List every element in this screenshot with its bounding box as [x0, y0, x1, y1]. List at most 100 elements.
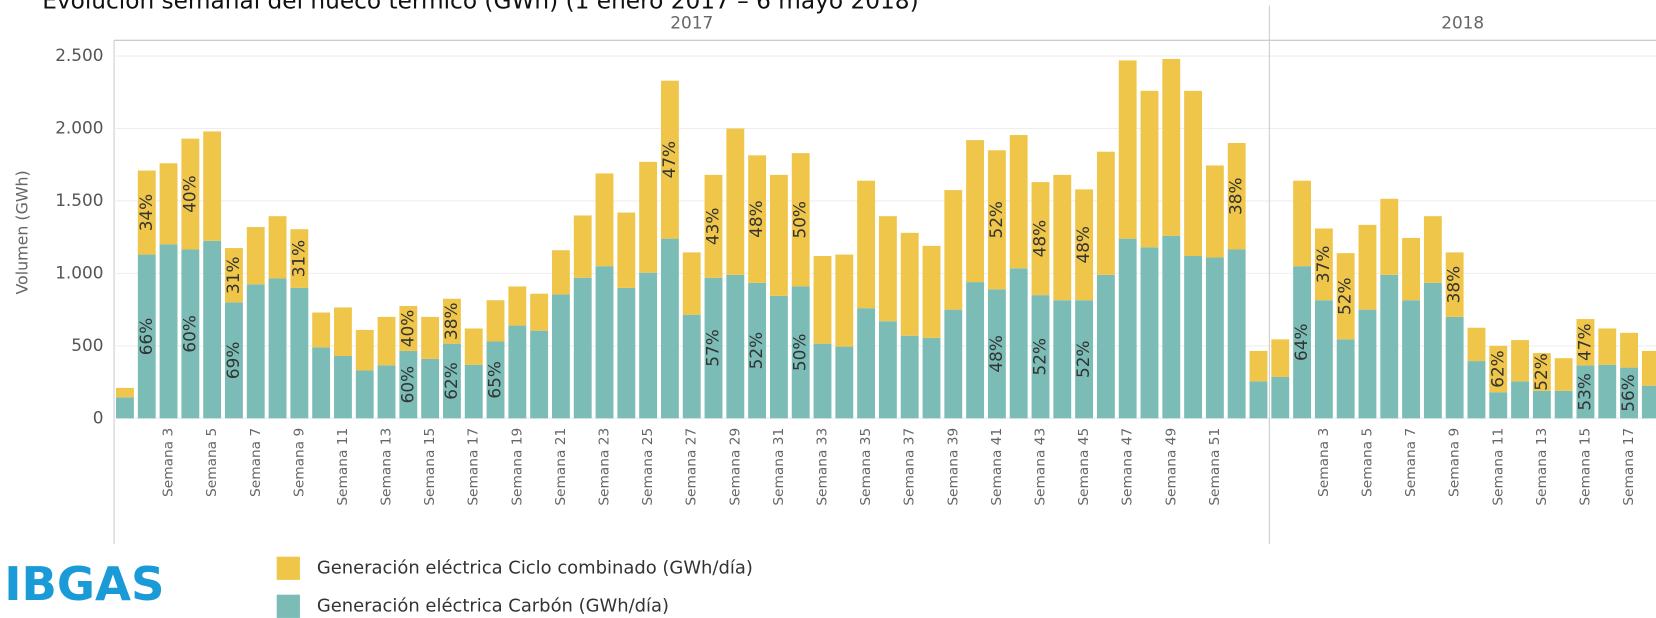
chart-title: Evolución semanal del hueco térmico (GWh…	[42, 0, 918, 15]
bar-segment	[835, 254, 854, 347]
bar-segment	[813, 343, 832, 419]
share-label: 37%	[1313, 246, 1333, 284]
bar-segment	[748, 155, 767, 283]
bar-segment	[966, 140, 985, 283]
x-tick-label: Semana 35	[858, 428, 874, 506]
bar-segment	[682, 252, 701, 315]
legend-swatch	[276, 594, 300, 618]
x-tick-label: Semana 17	[466, 428, 482, 506]
bar-segment	[878, 321, 897, 419]
bar-segment	[1532, 353, 1551, 391]
x-tick-label: Semana 9	[291, 428, 307, 497]
x-tick-label: Semana 29	[727, 428, 743, 506]
bar-segment	[1227, 142, 1246, 250]
y-tick-label: 1.500	[55, 190, 103, 210]
x-tick-label: Semana 43	[1032, 428, 1048, 506]
bar-segment	[595, 173, 614, 267]
bar-segment	[1314, 228, 1333, 301]
share-label: 43%	[703, 208, 723, 246]
bar-segment	[442, 343, 461, 419]
bar-segment	[1598, 328, 1617, 365]
y-tick-label: 2.000	[55, 118, 103, 138]
bar-segment	[116, 387, 134, 398]
y-tick-label: 500	[71, 335, 103, 355]
share-label: 48%	[986, 335, 1006, 373]
bar-segment	[791, 286, 810, 419]
bar-segment	[464, 328, 483, 365]
bar-segment	[617, 287, 636, 419]
bar-segment	[922, 337, 941, 419]
bar-segment	[704, 174, 723, 278]
bar-segment	[355, 329, 374, 371]
bar-segment	[1162, 235, 1181, 419]
bar-segment	[203, 240, 222, 419]
share-label: 57%	[703, 329, 723, 367]
bar-segment	[268, 216, 287, 279]
bar-segment	[1053, 300, 1072, 419]
bar-segment	[726, 128, 745, 275]
share-label: 52%	[1029, 338, 1049, 376]
x-tick-label: Semana 7	[248, 428, 264, 497]
x-tick-label: Semana 41	[989, 428, 1005, 506]
x-tick-label: Semana 45	[1076, 428, 1092, 506]
bar-segment	[225, 302, 243, 419]
x-tick-label: Semana 33	[815, 428, 831, 506]
bar-segment	[682, 314, 701, 419]
x-tick-label: Semana 23	[597, 428, 613, 506]
bar-segment	[268, 278, 287, 419]
bar-segment	[1184, 90, 1203, 257]
bar-segment	[1271, 339, 1290, 378]
bar-segment	[1380, 274, 1399, 419]
share-label: 52%	[1531, 353, 1551, 391]
bar-segment	[1423, 282, 1442, 419]
share-label: 52%	[746, 332, 766, 370]
bar-segment	[617, 212, 636, 288]
panel-title: 2017	[670, 12, 713, 32]
share-label: 47%	[1574, 323, 1594, 361]
bar-segment	[639, 272, 658, 419]
bar-segment	[857, 180, 876, 309]
bar-segment	[1554, 358, 1573, 391]
share-label: 52%	[1335, 277, 1355, 315]
bar-segment	[944, 309, 963, 419]
bar-segment	[1598, 364, 1617, 419]
bar-segment	[922, 245, 941, 338]
share-label: 40%	[179, 175, 199, 213]
x-tick-label: Semana 7	[1403, 428, 1419, 497]
bar-segment	[551, 250, 570, 295]
bar-segment	[486, 341, 505, 419]
bar-segment	[813, 256, 832, 344]
bar-segment	[1314, 300, 1333, 419]
bar-segment	[312, 312, 331, 348]
bar-segment	[1118, 238, 1137, 419]
legend-swatch	[276, 556, 300, 580]
bar-segment	[1336, 339, 1355, 419]
share-label: 52%	[1073, 341, 1093, 379]
share-label: 50%	[790, 201, 810, 239]
bar-segment	[639, 161, 658, 273]
legend-label: Generación eléctrica Carbón (GWh/día)	[317, 595, 669, 616]
x-tick-label: Semana 3	[1316, 428, 1332, 497]
bar-segment	[1075, 300, 1094, 419]
bar-segment	[1489, 345, 1508, 393]
bar-segment	[791, 153, 810, 287]
x-tick-label: Semana 17	[1621, 428, 1637, 506]
bar-segment	[159, 244, 178, 419]
bar-segment	[1249, 381, 1268, 419]
share-label: 47%	[659, 141, 679, 179]
y-tick-label: 1.000	[55, 262, 103, 282]
share-label: 38%	[1444, 266, 1464, 304]
share-label: 56%	[1618, 374, 1638, 412]
bar-segment	[1053, 174, 1072, 301]
bar-segment	[878, 216, 897, 322]
bar-segment	[246, 284, 265, 419]
share-label: 62%	[441, 362, 461, 400]
share-label: 62%	[1487, 350, 1507, 388]
share-label: 52%	[986, 201, 1006, 239]
bar-segment	[1031, 295, 1050, 419]
bar-segment	[573, 215, 592, 278]
bar-segment	[116, 397, 134, 419]
share-label: 31%	[288, 240, 308, 278]
bar-segment	[1445, 252, 1464, 317]
bar-segment	[944, 190, 963, 310]
